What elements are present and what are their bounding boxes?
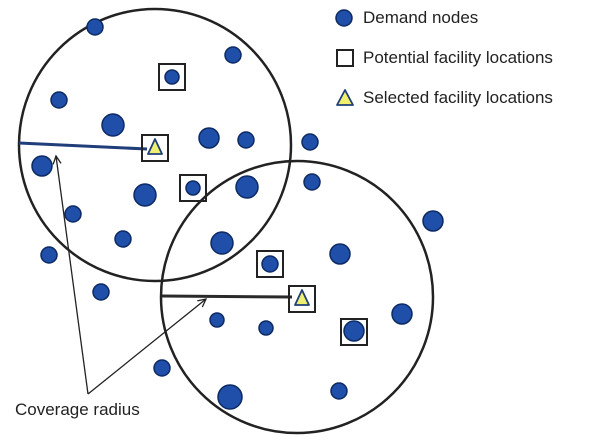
demand-node: [153, 359, 171, 377]
demand-node-icon: [335, 9, 353, 27]
demand-node: [343, 320, 365, 342]
legend-item-potential-facility: Potential facility locations: [334, 48, 611, 68]
potential-facility-box: [179, 174, 207, 202]
demand-node: [422, 210, 444, 232]
demand-node: [31, 155, 53, 177]
demand-node: [330, 382, 348, 400]
selected-facility-box: [141, 134, 169, 162]
demand-node: [164, 69, 180, 85]
demand-node: [224, 46, 242, 64]
legend-label-demand: Demand nodes: [363, 8, 479, 27]
demand-node: [391, 303, 413, 325]
demand-node: [329, 243, 351, 265]
legend-label-potential: Potential facility locations: [363, 48, 553, 67]
demand-node: [133, 183, 157, 207]
demand-node: [235, 175, 259, 199]
demand-node: [101, 113, 125, 137]
demand-node: [92, 283, 110, 301]
callout-arrow-2: [87, 299, 206, 395]
legend-label-selected: Selected facility locations: [363, 88, 553, 107]
demand-node: [301, 133, 319, 151]
demand-node: [50, 91, 68, 109]
legend-item-demand-nodes: Demand nodes: [334, 8, 611, 28]
demand-node: [209, 312, 225, 328]
demand-node: [261, 255, 279, 273]
selected-facility-icon: [336, 89, 354, 106]
demand-node: [237, 131, 255, 149]
coverage-circle-1: [17, 7, 293, 283]
demand-node: [185, 180, 201, 196]
demand-node: [40, 246, 58, 264]
potential-facility-box: [340, 318, 368, 346]
demand-node: [198, 127, 220, 149]
demand-node: [217, 384, 243, 410]
selected-facility-triangle: [294, 289, 310, 306]
demand-node: [86, 18, 104, 36]
coverage-radius-label: Coverage radius: [15, 400, 140, 419]
demand-node: [258, 320, 274, 336]
legend: Demand nodes Potential facility location…: [334, 8, 611, 128]
potential-facility-box: [256, 250, 284, 278]
demand-node: [64, 205, 82, 223]
demand-node: [303, 173, 321, 191]
coverage-radius-line-1: [18, 141, 148, 151]
selected-facility-triangle: [147, 138, 163, 155]
selected-facility-box: [288, 285, 316, 313]
potential-facility-box: [158, 63, 186, 91]
legend-item-selected-facility: Selected facility locations: [334, 88, 611, 108]
coverage-radius-line-2: [161, 294, 293, 299]
callout-arrow-1: [56, 156, 89, 395]
demand-node: [210, 231, 234, 255]
demand-node: [114, 230, 132, 248]
coverage-circle-2: [159, 159, 435, 435]
potential-facility-icon: [336, 49, 354, 67]
